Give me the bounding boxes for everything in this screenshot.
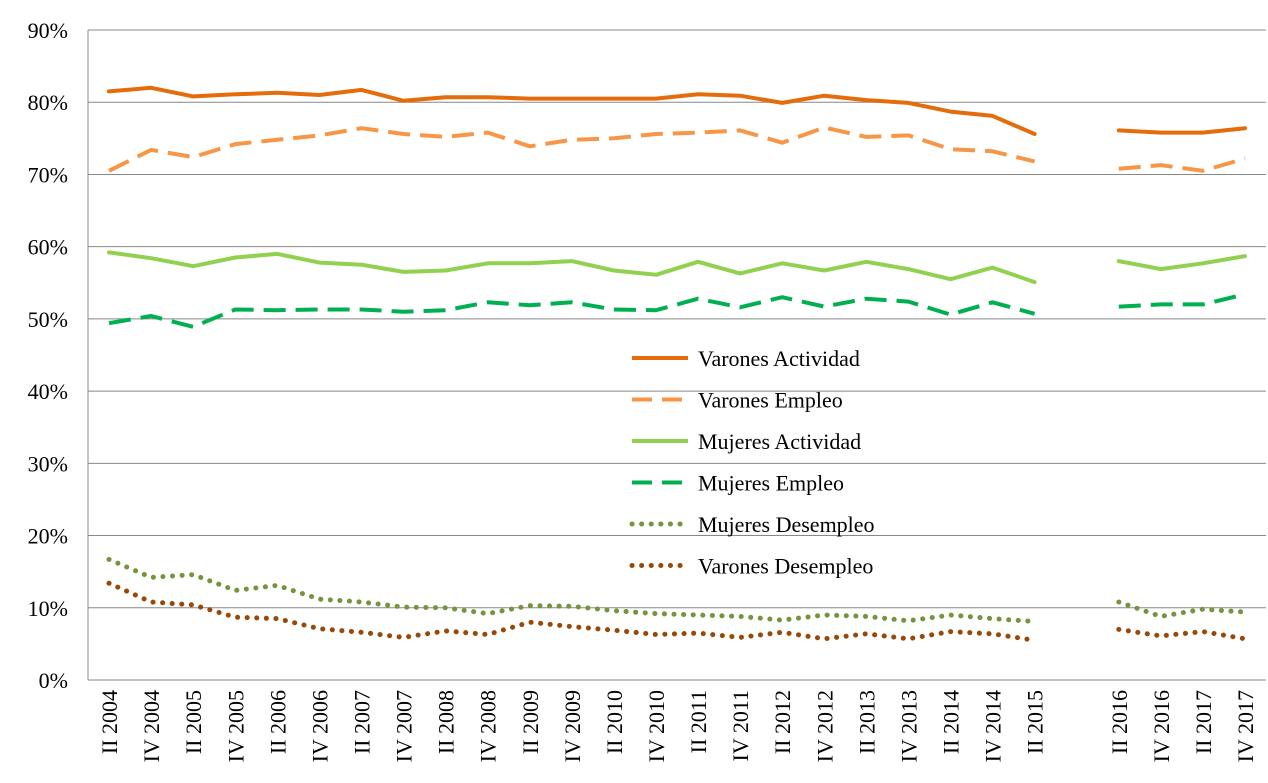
y-tick-label: 80% xyxy=(28,90,68,115)
x-tick-label: II 2004 xyxy=(97,690,122,754)
y-tick-label: 70% xyxy=(28,162,68,187)
y-tick-label: 20% xyxy=(28,524,68,549)
x-tick-label: IV 2016 xyxy=(1149,690,1174,762)
y-tick-label: 30% xyxy=(28,451,68,476)
y-tick-label: 0% xyxy=(39,668,68,693)
x-tick-label: IV 2006 xyxy=(307,690,332,762)
x-tick-label: IV 2014 xyxy=(981,690,1006,762)
data-line xyxy=(107,85,1247,136)
data-line xyxy=(107,250,1247,285)
y-tick-label: 50% xyxy=(28,307,68,332)
legend-label: Varones Desempleo xyxy=(698,554,873,579)
data-line xyxy=(108,292,1246,329)
x-tick-label: II 2013 xyxy=(854,690,879,754)
x-tick-label: IV 2007 xyxy=(392,690,417,762)
x-tick-label: IV 2004 xyxy=(139,690,164,762)
x-tick-label: IV 2011 xyxy=(728,690,753,762)
x-tick-label: IV 2017 xyxy=(1233,690,1258,762)
x-tick-label: II 2015 xyxy=(1023,690,1048,754)
x-tick-label: II 2011 xyxy=(686,690,711,753)
x-tick-label: II 2007 xyxy=(349,690,374,754)
legend-label: Varones Empleo xyxy=(698,388,843,413)
x-tick-label: II 2012 xyxy=(770,690,795,754)
data-line xyxy=(106,580,1248,643)
x-tick-label: II 2005 xyxy=(181,690,206,754)
data-line xyxy=(108,125,1246,173)
legend-label: Mujeres Actividad xyxy=(698,429,861,454)
x-tick-label: II 2014 xyxy=(938,690,963,754)
x-tick-label: II 2016 xyxy=(1107,690,1132,754)
x-tick-label: II 2017 xyxy=(1191,690,1216,754)
data-line xyxy=(106,556,1248,624)
x-tick-label: IV 2012 xyxy=(812,690,837,762)
x-tick-label: II 2006 xyxy=(265,690,290,754)
y-tick-label: 10% xyxy=(28,596,68,621)
x-tick-label: II 2010 xyxy=(602,690,627,754)
x-tick-label: IV 2010 xyxy=(644,690,669,762)
legend-label: Varones Actividad xyxy=(698,346,860,371)
y-tick-label: 90% xyxy=(28,18,68,43)
legend-label: Mujeres Empleo xyxy=(698,471,844,496)
x-tick-label: IV 2009 xyxy=(560,690,585,762)
x-tick-label: II 2009 xyxy=(518,690,543,754)
x-tick-label: IV 2005 xyxy=(223,690,248,762)
y-tick-label: 40% xyxy=(28,379,68,404)
x-tick-label: IV 2013 xyxy=(896,690,921,762)
legend-label: Mujeres Desempleo xyxy=(698,512,875,537)
y-tick-label: 60% xyxy=(28,235,68,260)
x-tick-label: II 2008 xyxy=(434,690,459,754)
x-tick-label: IV 2008 xyxy=(476,690,501,762)
